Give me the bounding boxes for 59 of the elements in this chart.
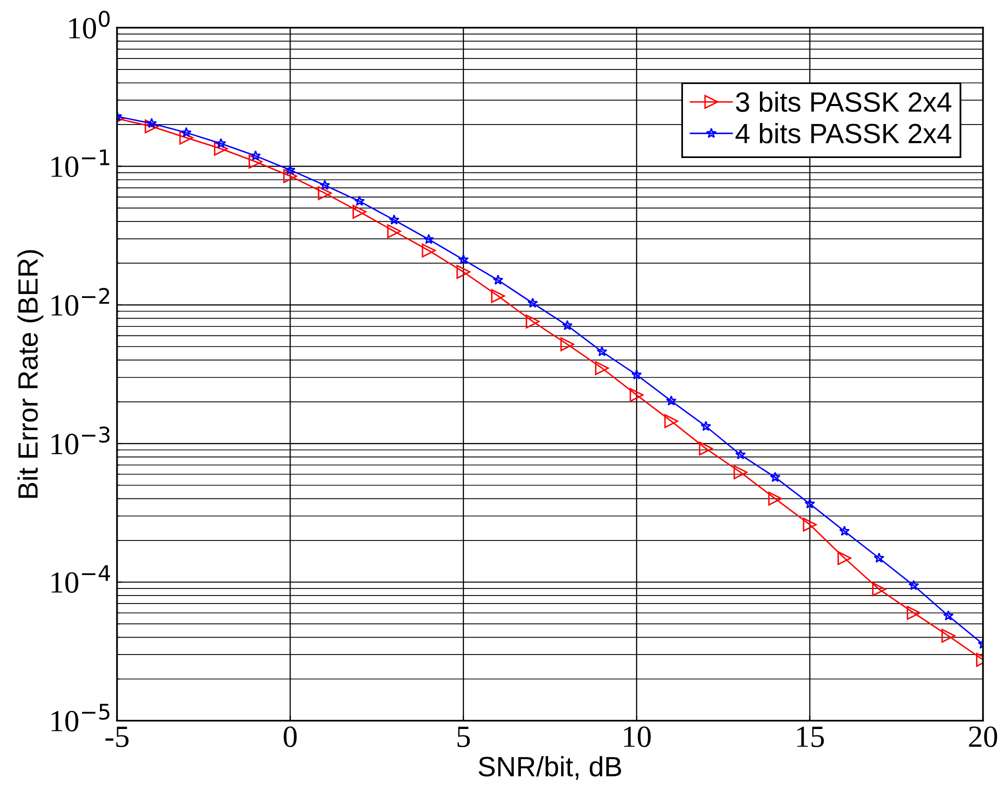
point (872, 582, 886, 596)
point (630, 388, 644, 402)
legend-label: 4 bits PASSK 2x4 (736, 122, 952, 144)
point (562, 320, 573, 330)
point (422, 244, 436, 258)
legend-label: 3 bits PASSK 2x4 (736, 92, 952, 112)
point (352, 204, 366, 219)
point (283, 169, 298, 184)
point (664, 414, 678, 428)
point (214, 142, 228, 156)
point (179, 130, 194, 145)
y-axis-title: Bit Error Rate (BER) (17, 250, 44, 498)
point (596, 346, 608, 356)
point (839, 526, 850, 536)
y-tick-label: 10$^{−2}$ (52, 288, 110, 316)
point (941, 628, 956, 643)
point (631, 369, 642, 380)
point (700, 420, 712, 431)
y-tick-label: 10$^{−1}$ (52, 149, 110, 178)
x-tick-label: 20 (969, 726, 998, 748)
point (804, 498, 816, 508)
point (492, 274, 504, 285)
point (698, 442, 713, 456)
point (423, 234, 434, 244)
point (560, 337, 574, 352)
x-tick-label: 15 (797, 726, 824, 748)
point (354, 196, 365, 206)
point (837, 551, 852, 566)
point (666, 395, 677, 406)
point (491, 289, 505, 303)
point (595, 361, 609, 376)
point (318, 186, 332, 200)
point (284, 164, 296, 175)
point (387, 224, 402, 238)
point (248, 154, 263, 169)
point (735, 449, 746, 460)
point (250, 150, 261, 160)
y-tick-label: 10$^{−3}$ (52, 426, 110, 454)
point (456, 264, 470, 279)
y-tick-label: 10$^{0}$ (69, 10, 110, 39)
point (768, 492, 782, 506)
point (874, 552, 884, 563)
point (458, 254, 469, 264)
point (802, 518, 817, 532)
point (908, 580, 920, 590)
point (388, 214, 400, 225)
point (526, 314, 540, 328)
point (320, 180, 330, 190)
point (734, 465, 748, 480)
point (943, 610, 954, 620)
y-tick-label: 10$^{−4}$ (52, 565, 110, 593)
x-tick-label: 0 (284, 726, 297, 748)
x-tick-label: 5 (458, 726, 470, 748)
point (527, 298, 538, 308)
point (770, 472, 780, 482)
point (906, 606, 921, 620)
x-axis-title: SNR/bit, dB (478, 756, 622, 780)
point (216, 138, 226, 148)
x-tick-label: 10 (624, 726, 651, 748)
